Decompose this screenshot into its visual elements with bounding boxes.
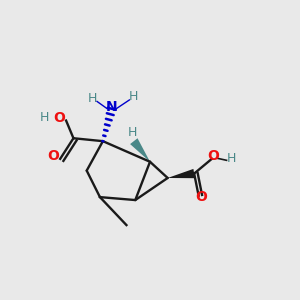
Text: O: O xyxy=(207,149,219,163)
Text: H: H xyxy=(88,92,97,105)
Text: O: O xyxy=(196,190,208,204)
Text: H: H xyxy=(226,152,236,165)
Text: O: O xyxy=(47,149,59,163)
Text: H: H xyxy=(39,111,49,124)
Polygon shape xyxy=(168,169,195,178)
Text: O: O xyxy=(53,111,65,124)
Text: H: H xyxy=(129,91,139,103)
Text: H: H xyxy=(128,126,137,139)
Polygon shape xyxy=(130,138,150,162)
Text: N: N xyxy=(106,100,118,114)
